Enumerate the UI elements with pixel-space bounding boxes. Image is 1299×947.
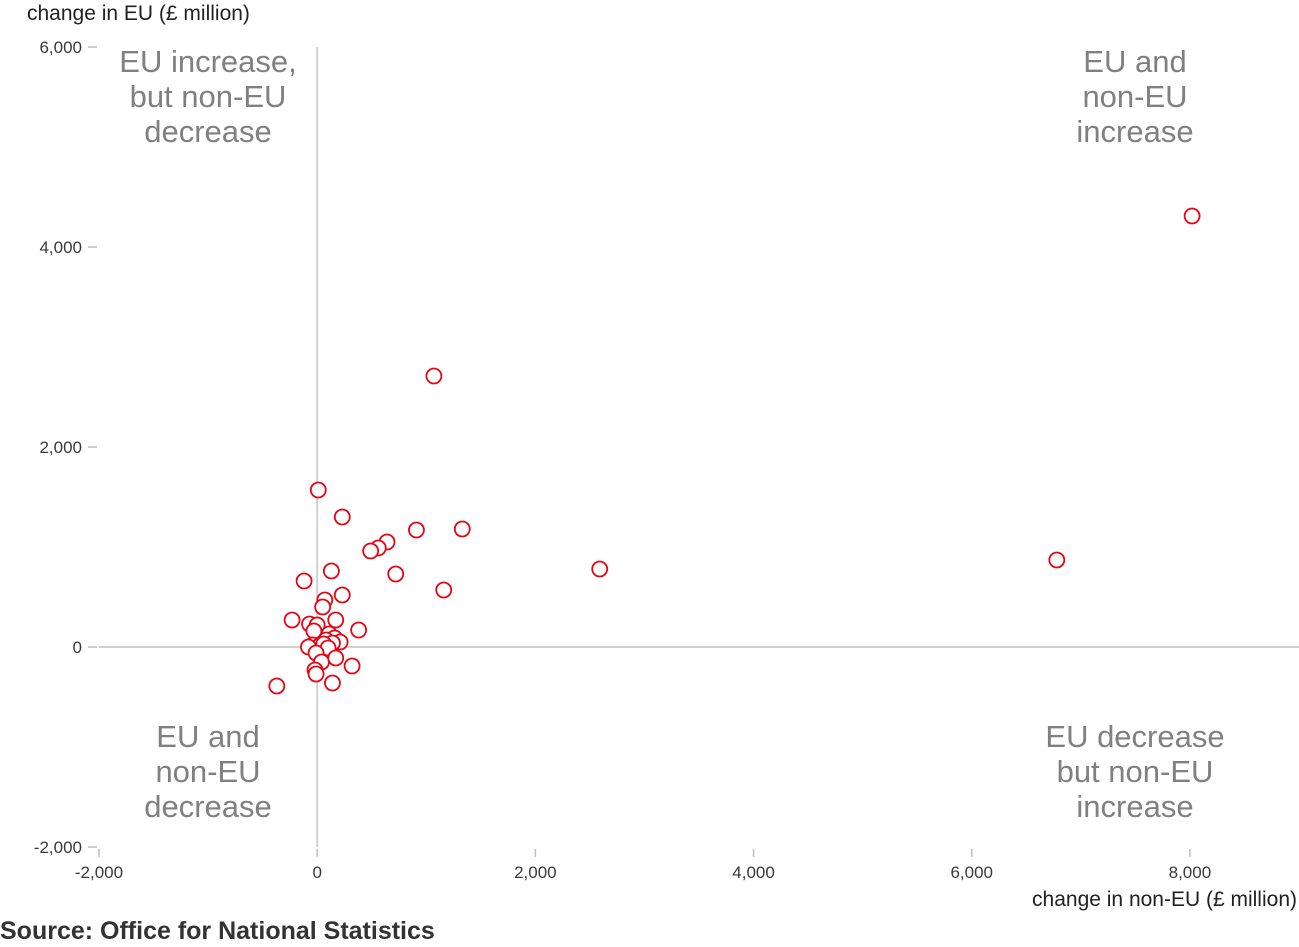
quadrant-label-top-left-line: decrease bbox=[144, 114, 272, 149]
quadrant-label-top-right-line: EU and bbox=[1083, 44, 1186, 79]
data-point bbox=[591, 560, 609, 578]
data-point bbox=[425, 367, 443, 385]
x-axis-title: change in non-EU (£ million) bbox=[1032, 888, 1297, 911]
data-point bbox=[327, 649, 345, 667]
x-tick-label: 0 bbox=[312, 863, 321, 882]
data-point bbox=[1048, 551, 1066, 569]
source-note: Source: Office for National Statistics bbox=[0, 917, 435, 945]
axis-labels: -2,000 0 2,000 4,000 6,000 -2,000 0 2,000 4,000 6… bbox=[27, 2, 1297, 911]
data-point bbox=[408, 521, 425, 539]
quadrant-label-bottom-right: EU decrease but non-EU increase bbox=[1045, 719, 1224, 824]
data-point bbox=[295, 572, 313, 590]
data-points bbox=[268, 207, 1201, 695]
quadrant-label-bottom-left: EU and non-EU decrease bbox=[144, 719, 272, 824]
y-tick-label: 0 bbox=[73, 638, 82, 657]
data-point bbox=[453, 520, 471, 538]
data-point bbox=[333, 586, 351, 604]
y-tick-label: -2,000 bbox=[34, 838, 82, 857]
data-point bbox=[333, 508, 351, 526]
x-tick-label: 8,000 bbox=[1169, 863, 1212, 882]
quadrant-label-bottom-left-line: EU and bbox=[156, 719, 259, 754]
y-tick-label: 6,000 bbox=[39, 38, 82, 57]
quadrant-label-top-right-line: increase bbox=[1076, 114, 1193, 149]
quadrant-label-bottom-left-line: non-EU bbox=[155, 754, 260, 789]
quadrant-label-bottom-right-line: increase bbox=[1076, 789, 1193, 824]
y-axis-title: change in EU (£ million) bbox=[27, 2, 250, 25]
x-tick-label: 6,000 bbox=[950, 863, 993, 882]
quadrant-label-top-right: EU and non-EU increase bbox=[1076, 44, 1193, 149]
data-point bbox=[322, 562, 340, 580]
data-point bbox=[343, 657, 361, 675]
quadrant-label-top-left-line: but non-EU bbox=[130, 79, 287, 114]
x-tick-label: 2,000 bbox=[514, 863, 557, 882]
data-point bbox=[324, 674, 341, 692]
data-point bbox=[362, 542, 380, 560]
quadrant-label-top-left: EU increase, but non-EU decrease bbox=[119, 44, 296, 149]
axes bbox=[88, 46, 1299, 857]
quadrant-label-bottom-right-line: but non-EU bbox=[1057, 754, 1214, 789]
data-point bbox=[350, 621, 368, 639]
data-point bbox=[314, 598, 332, 616]
data-point bbox=[283, 611, 301, 629]
x-tick-label: 4,000 bbox=[732, 863, 775, 882]
y-tick-label: 2,000 bbox=[39, 438, 82, 457]
quadrant-label-bottom-left-line: decrease bbox=[144, 789, 272, 824]
data-point bbox=[327, 611, 345, 629]
quadrant-label-top-right-line: non-EU bbox=[1082, 79, 1187, 114]
data-point bbox=[309, 481, 327, 499]
quadrant-label-bottom-right-line: EU decrease bbox=[1045, 719, 1224, 754]
data-point bbox=[268, 677, 286, 695]
data-point bbox=[1183, 207, 1201, 225]
quadrant-label-top-left-line: EU increase, bbox=[119, 44, 296, 79]
y-tick-label: 4,000 bbox=[39, 238, 82, 257]
data-point bbox=[435, 581, 453, 599]
x-tick-label: -2,000 bbox=[75, 863, 123, 882]
data-point bbox=[307, 665, 325, 683]
data-point bbox=[387, 565, 405, 583]
